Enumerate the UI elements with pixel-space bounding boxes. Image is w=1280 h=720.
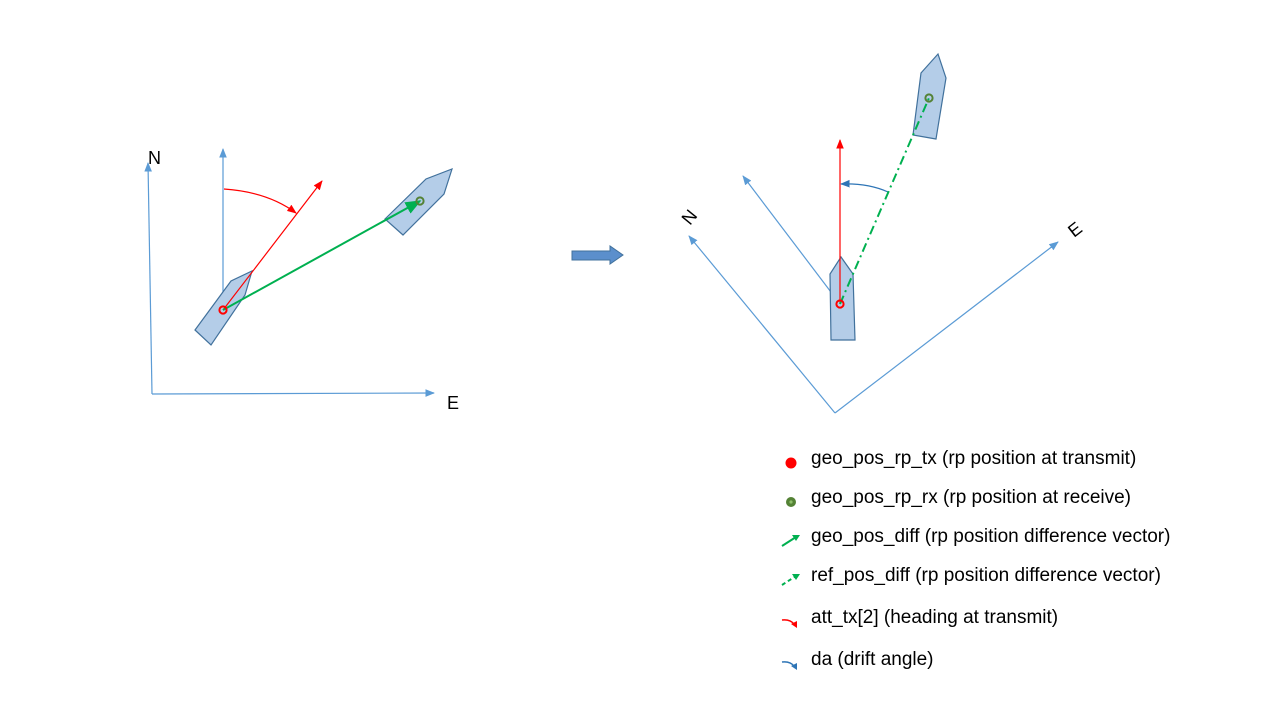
left-rx-point	[415, 196, 425, 206]
legend-label: att_tx[2] (heading at transmit)	[811, 607, 1059, 628]
legend-label: geo_pos_rp_rx (rp position at receive)	[811, 487, 1132, 508]
right-ref-pos-diff-vector	[839, 97, 930, 305]
legend-label: ref_pos_diff (rp position difference vec…	[811, 565, 1161, 586]
legend-label: geo_pos_diff (rp position difference vec…	[811, 526, 1171, 547]
legend-label: da (drift angle)	[811, 649, 934, 670]
right-tx-point	[835, 299, 845, 309]
left-geo-pos-diff-vector	[222, 200, 422, 311]
legend-item-tx-position: geo_pos_rp_tx (rp position at transmit)	[780, 446, 1170, 472]
right-ship-rx	[912, 52, 947, 140]
legend-item-ref-pos-diff: ref_pos_diff (rp position difference vec…	[780, 563, 1170, 589]
blue-curved-arrow-icon	[781, 661, 797, 670]
green-dot-icon	[786, 497, 796, 507]
left-east-axis	[151, 389, 435, 397]
right-drift-angle-arc	[840, 179, 889, 193]
green-dashed-arrow-icon	[781, 574, 800, 586]
legend-label: geo_pos_rp_tx (rp position at transmit)	[811, 448, 1137, 469]
right-rx-point	[924, 93, 934, 103]
right-east-axis	[834, 241, 1059, 414]
legend-item-rx-position: geo_pos_rp_rx (rp position at receive)	[780, 485, 1170, 511]
left-panel: N E	[144, 148, 459, 413]
legend-item-heading: att_tx[2] (heading at transmit)	[780, 605, 1170, 631]
legend-item-drift-angle: da (drift angle)	[780, 647, 1170, 673]
transition-arrow	[571, 245, 624, 265]
right-east-label: E	[1064, 218, 1086, 241]
right-panel: N E	[678, 52, 1086, 414]
red-curved-arrow-icon	[781, 619, 797, 628]
legend-item-geo-pos-diff: geo_pos_diff (rp position difference vec…	[780, 524, 1170, 550]
red-dot-icon	[785, 457, 797, 469]
right-north-axis	[688, 235, 836, 414]
right-north-label: N	[678, 206, 702, 229]
left-ship-tx	[194, 269, 253, 346]
legend: geo_pos_rp_tx (rp position at transmit) …	[780, 446, 1170, 686]
left-tx-point	[218, 305, 228, 315]
left-heading-vector	[222, 180, 323, 311]
left-north-label: N	[148, 148, 161, 168]
left-east-label: E	[447, 393, 459, 413]
green-solid-arrow-icon	[781, 535, 800, 547]
right-local-north-line	[742, 175, 841, 305]
left-heading-arc	[223, 188, 297, 214]
left-north-axis	[144, 162, 153, 395]
